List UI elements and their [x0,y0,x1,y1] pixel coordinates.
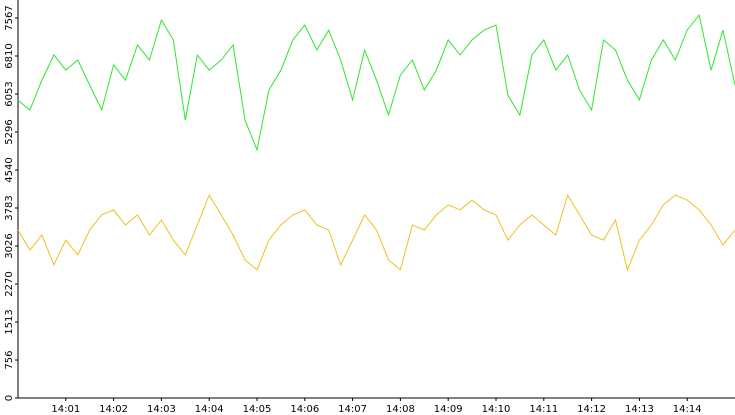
y-tick-label: 3783 [4,195,15,220]
series-line [17,13,735,152]
y-tick-label: 6810 [4,43,15,68]
y-tick-label: 0 [4,395,15,401]
x-tick-label: 14:06 [290,404,319,415]
x-tick-label: 14:10 [482,404,511,415]
x-tick-label: 14:02 [99,404,128,415]
x-tick-label: 14:09 [434,404,463,415]
x-tick-label: 14:12 [577,404,606,415]
y-tick-label: 1513 [4,309,15,334]
x-tick-label: 14:08 [386,404,415,415]
x-tick-label: 14:14 [673,404,702,415]
y-tick-label: 3026 [4,233,15,258]
y-tick-label: 2270 [4,271,15,296]
x-tick-label: 14:13 [625,404,654,415]
y-tick-label: 5296 [4,119,15,144]
y-tick-label: 756 [4,350,15,369]
y-tick-label: 4540 [4,157,15,182]
x-tick-label: 14:07 [338,404,367,415]
y-tick-label: 6053 [4,81,15,106]
series-line [17,193,735,272]
x-tick-label: 14:01 [51,404,80,415]
x-tick-label: 14:03 [147,404,176,415]
x-tick-label: 14:04 [195,404,224,415]
x-tick-label: 14:11 [529,404,558,415]
x-tick-label: 14:05 [243,404,272,415]
y-tick-label: 7567 [4,5,15,30]
